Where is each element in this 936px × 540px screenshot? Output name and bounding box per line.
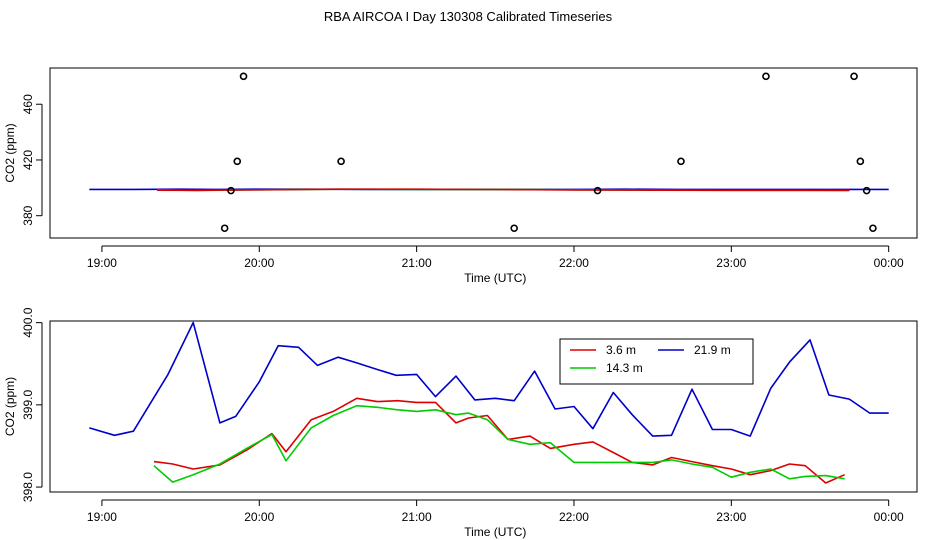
panel-top-outlier-point <box>762 72 770 81</box>
panel-bottom-y-tick-label: 398.0 <box>21 472 35 502</box>
panel-bottom-legend-label: 21.9 m <box>694 343 731 357</box>
panel-top-y-tick-label: 460 <box>21 94 35 114</box>
panel-bottom-x-tick-label: 00:00 <box>874 510 904 524</box>
panel-top-outlier-point <box>850 72 858 81</box>
panel-top-outlier-point <box>233 157 242 166</box>
panel-bottom-x-tick-label: 22:00 <box>559 510 589 524</box>
panel-top-outlier-point <box>510 224 518 233</box>
panel-bottom-legend-box <box>559 338 754 385</box>
panel-bottom-legend-label: 3.6 m <box>606 343 636 357</box>
chart-title: RBA AIRCOA I Day 130308 Calibrated Times… <box>323 9 613 24</box>
panel-bottom-series-line-14-3-m <box>153 404 845 483</box>
panel-bottom-y-tick-label: 400.0 <box>21 307 35 337</box>
panel-top-outlier-point <box>220 224 229 233</box>
panel-top-y-axis-label: CO2 (ppm) <box>3 123 17 182</box>
panel-top-x-tick-label: 22:00 <box>559 256 589 270</box>
panel-top-series-line-2 <box>156 188 850 192</box>
panel-bottom-series-line-3-6-m <box>153 397 845 484</box>
panel-bottom-x-axis-label: Time (UTC) <box>464 525 526 539</box>
panel-top-plot-frame <box>49 67 918 239</box>
panel-top-outlier-point <box>337 157 345 166</box>
panel-top-outlier-point <box>869 224 877 233</box>
panel-bottom-y-axis-label: CO2 (ppm) <box>3 377 17 436</box>
panel-bottom-x-tick-label: 21:00 <box>402 510 432 524</box>
panel-top-outlier-point <box>677 157 685 166</box>
panel-top-outlier-point <box>862 186 871 195</box>
panel-bottom-x-tick-label: 23:00 <box>716 510 746 524</box>
panel-bottom-legend-label: 14.3 m <box>606 361 643 375</box>
panel-top-y-tick-label: 380 <box>21 205 35 225</box>
panel-top-x-tick-label: 00:00 <box>874 256 904 270</box>
panel-bottom-x-tick-label: 20:00 <box>244 510 274 524</box>
panel-top-outlier-point <box>239 72 248 81</box>
panel-top-x-axis-label: Time (UTC) <box>464 271 526 285</box>
panel-top-x-tick-label: 20:00 <box>244 256 274 270</box>
panel-top-outlier-point <box>856 157 865 166</box>
panel-top-x-tick-label: 23:00 <box>716 256 746 270</box>
panel-bottom-y-tick-label: 399.0 <box>21 390 35 420</box>
panel-top-x-tick-label: 19:00 <box>87 256 117 270</box>
panel-top-y-tick-label: 420 <box>21 150 35 170</box>
panel-bottom-series-line-21-9-m <box>89 321 889 437</box>
panel-top-outlier-point <box>593 186 602 195</box>
panel-top-outlier-point <box>227 186 235 195</box>
panel-bottom-x-tick-label: 19:00 <box>87 510 117 524</box>
panel-bottom-plot-frame <box>49 320 918 493</box>
panel-top-x-tick-label: 21:00 <box>402 256 432 270</box>
